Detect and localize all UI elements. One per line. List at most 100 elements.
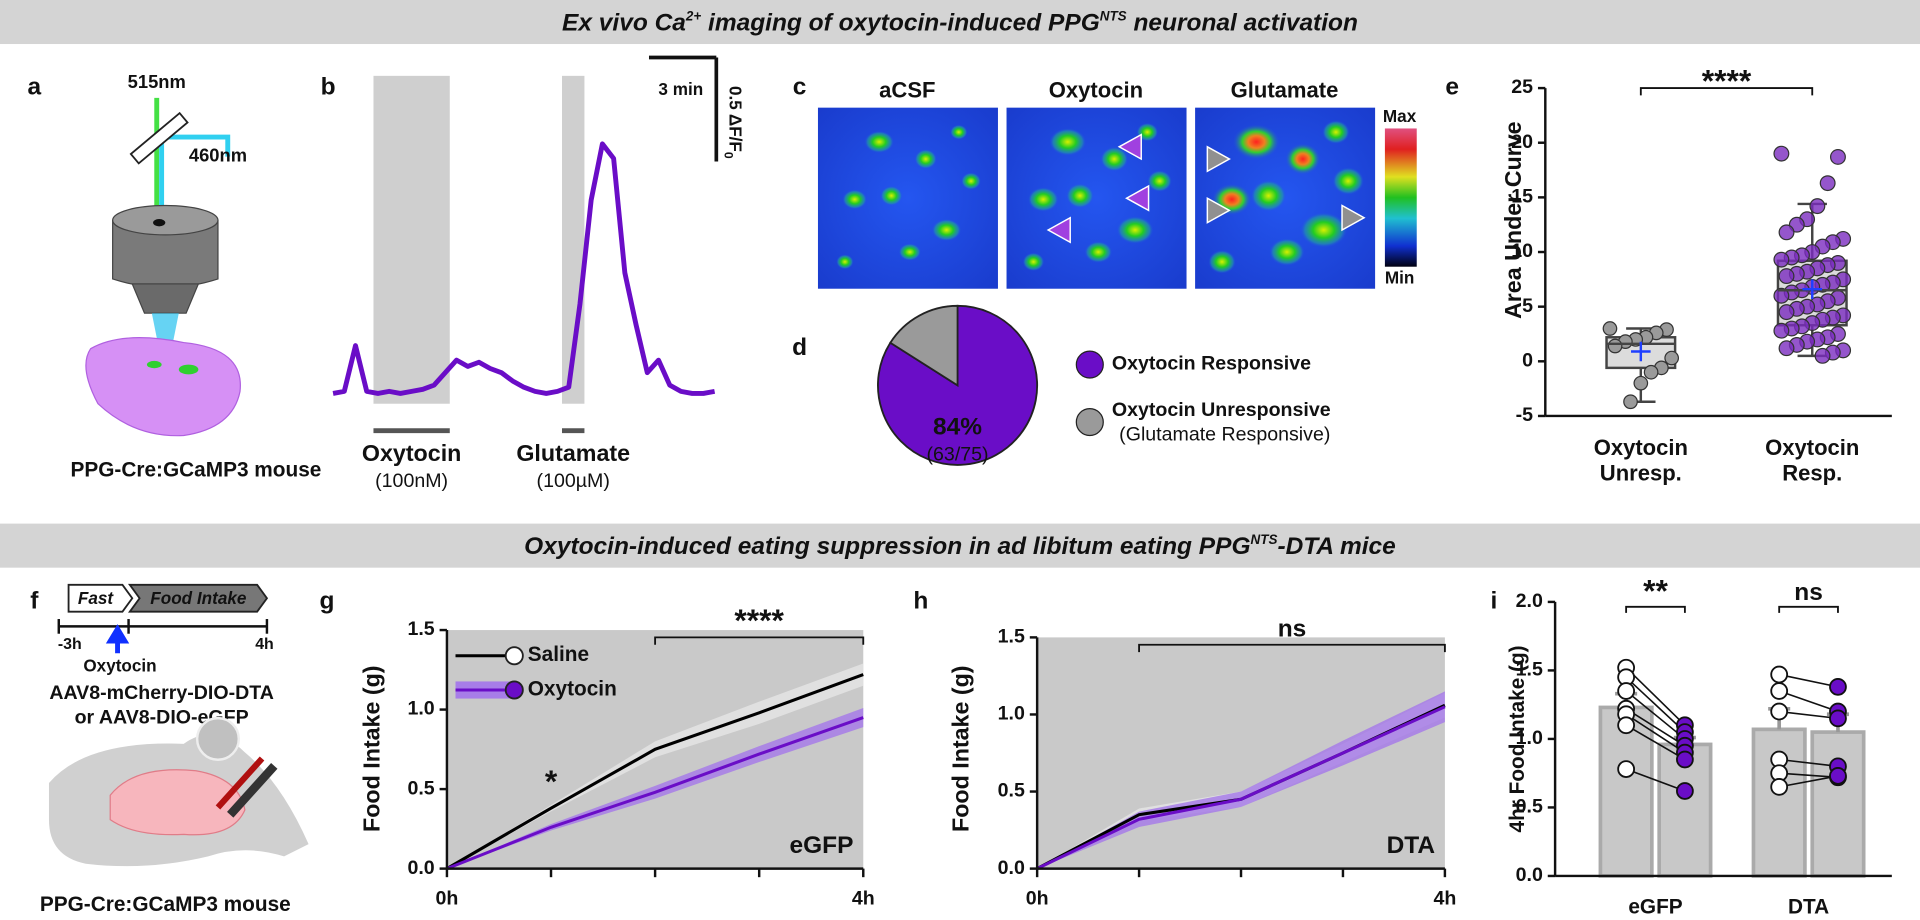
cell <box>1027 187 1059 212</box>
data-point <box>1773 287 1790 304</box>
x-tick-label: eGFP <box>1628 895 1682 918</box>
panels: Ex vivo Ca2+ imaging of oxytocin-induced… <box>27 9 1892 918</box>
data-point <box>1829 767 1847 785</box>
data-point <box>1664 350 1680 366</box>
marker-arrow <box>1117 133 1142 161</box>
error-band <box>446 663 864 869</box>
data-point <box>1814 347 1831 364</box>
mouse-ear <box>195 716 240 761</box>
data-point <box>1809 198 1826 215</box>
series-line <box>446 673 864 870</box>
data-point <box>1773 322 1790 339</box>
data-point <box>1830 148 1846 165</box>
banner-title: Ex vivo Ca2+ imaging of oxytocin-induced… <box>562 9 1358 37</box>
superscript: NTS <box>1251 532 1278 547</box>
virus-label: AAV8-mCherry-DIO-DTA <box>49 682 274 704</box>
cell <box>1116 216 1154 244</box>
bar <box>1810 730 1866 878</box>
y-tick-label: 1.0 <box>1516 727 1543 749</box>
significance-bracket <box>1778 605 1839 613</box>
phase-box <box>127 583 269 613</box>
cell <box>914 149 937 169</box>
image-label: Oxytocin <box>1049 78 1143 103</box>
legend-note: (Glutamate Responsive) <box>1119 424 1330 446</box>
light-cone <box>151 313 179 363</box>
marker-arrow <box>1125 184 1150 212</box>
syringe <box>215 756 265 810</box>
panel-letter: c <box>793 74 807 101</box>
data-point <box>1773 251 1790 268</box>
pair-line <box>1779 775 1839 788</box>
superscript: NTS <box>1100 9 1127 24</box>
mean-marker <box>1802 279 1823 299</box>
scale-label-part: 0.5 ΔF/F <box>726 86 746 152</box>
y-tick-label: 0.5 <box>1516 796 1543 818</box>
injection-arrow <box>105 624 130 654</box>
cell <box>1285 143 1321 175</box>
data-point <box>1778 304 1795 321</box>
significance: ** <box>1643 573 1668 609</box>
banner-title: Oxytocin-induced eating suppression in a… <box>524 532 1396 560</box>
legend-label: Oxytocin Responsive <box>1112 353 1311 375</box>
annotation: * <box>545 763 558 799</box>
cell <box>1049 128 1087 156</box>
y-axis-title: 4hr Food Intake (g) <box>1506 645 1529 832</box>
y-axis-title: Food Intake (g) <box>948 665 974 832</box>
y-tick-label: 1.0 <box>998 703 1025 725</box>
cell <box>961 172 981 190</box>
stimulus-label: Oxytocin <box>362 440 462 466</box>
y-tick-label: 10 <box>1511 240 1533 262</box>
caption: PPG-Cre:GCaMP3 mouse <box>70 459 321 482</box>
x-tick-label: Unresp. <box>1600 460 1682 485</box>
pair-line <box>1625 724 1686 761</box>
cell <box>836 254 854 270</box>
pair-line <box>1779 758 1839 768</box>
slice-annotation: (63/75) <box>927 443 989 465</box>
error-band <box>1037 691 1445 869</box>
y-tick-label: 1.5 <box>998 626 1025 648</box>
y-tick-label: 15 <box>1511 186 1533 208</box>
significance: **** <box>734 602 784 638</box>
objective-tip <box>131 283 200 314</box>
image-label: aCSF <box>879 78 935 103</box>
wavelength: 460nm <box>189 144 247 165</box>
scale-label: 0.5 ΔF/F0 <box>721 86 746 159</box>
panel-letter: g <box>319 587 334 614</box>
mouse-brain <box>109 769 246 836</box>
pair-line <box>1625 768 1686 792</box>
y-tick-label: 0 <box>1522 349 1533 371</box>
colorbar-label: Min <box>1385 267 1414 287</box>
y-tick-label: 1.0 <box>407 698 434 720</box>
panel-letter: e <box>1445 74 1459 101</box>
stimulus-window <box>373 75 450 404</box>
data-point <box>1617 682 1635 700</box>
title-part: Oxytocin-induced eating suppression in a… <box>524 534 1250 561</box>
significance-bracket <box>1625 605 1686 613</box>
time-label: 4h <box>255 636 274 653</box>
y-tick-label: 5 <box>1522 295 1533 317</box>
significance: ns <box>1278 616 1307 643</box>
cell <box>1100 146 1129 172</box>
legend-label: Oxytocin <box>528 678 617 701</box>
data-point <box>1770 778 1789 796</box>
cell <box>1136 122 1159 142</box>
x-tick-label: DTA <box>1788 895 1829 918</box>
dichroic-mirror <box>129 111 189 165</box>
banner <box>0 523 1920 568</box>
data-point <box>1819 175 1836 192</box>
cell <box>931 218 962 242</box>
series-line <box>1036 705 1446 870</box>
y-axis-title: Area Under Curve <box>1500 121 1526 319</box>
panel-letter: b <box>321 74 336 101</box>
superscript: 2+ <box>685 9 701 24</box>
x-tick-label: Oxytocin <box>1594 435 1688 460</box>
data-point <box>1829 709 1847 728</box>
y-tick-label: -5 <box>1516 404 1534 426</box>
data-point <box>1643 364 1659 380</box>
marker-arrow <box>1206 145 1231 173</box>
cell <box>898 243 921 261</box>
cell <box>1232 124 1280 160</box>
y-tick-label: 1.5 <box>407 618 434 640</box>
y-axis-title: Food Intake (g) <box>359 665 385 832</box>
legend-swatch <box>1075 350 1104 379</box>
